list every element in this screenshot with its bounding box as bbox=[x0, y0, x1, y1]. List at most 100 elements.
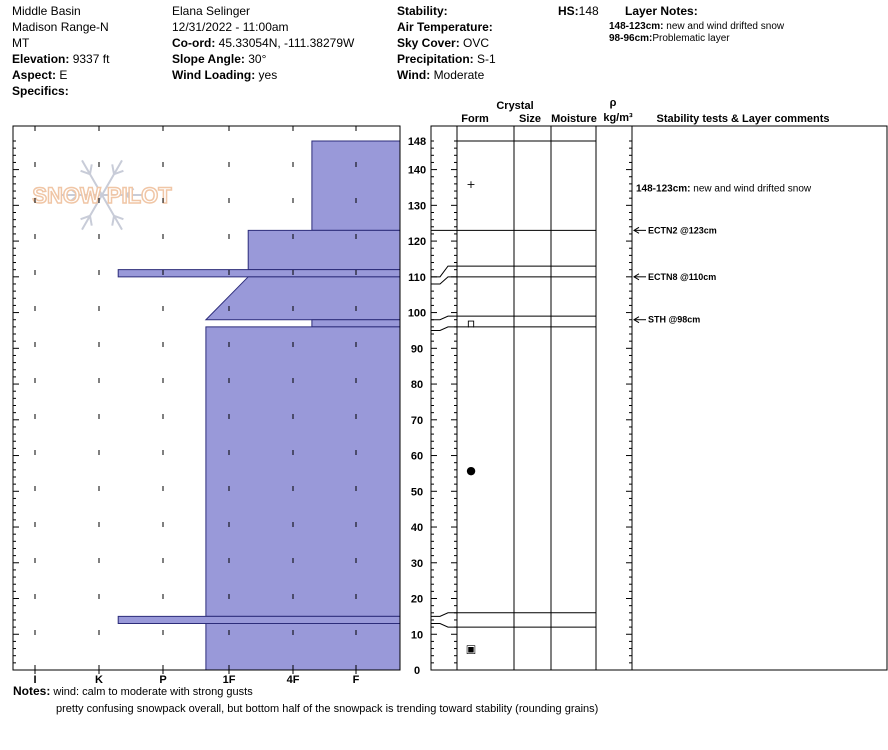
hs-label: HS: bbox=[558, 4, 579, 18]
layer-connector bbox=[431, 623, 457, 628]
elevation-label: Elevation: bbox=[12, 52, 70, 66]
height-label: 130 bbox=[408, 200, 426, 212]
hardness-layer bbox=[117, 615, 401, 625]
stability-tests: ECTN2 @123cm ECTN8 @110cm STH @98cm 148-123… bbox=[633, 183, 812, 325]
height-label: 140 bbox=[408, 165, 426, 177]
layer-connector bbox=[431, 276, 457, 285]
grain-symbol: ⊓ bbox=[467, 317, 476, 330]
layer-notes-label: Layer Notes: bbox=[625, 4, 698, 18]
layer-connector bbox=[431, 326, 457, 331]
test-arrow-head bbox=[633, 273, 640, 281]
hardness-layer bbox=[247, 229, 401, 271]
form-header: Form bbox=[461, 113, 489, 125]
hs-block: HS:148 bbox=[558, 3, 599, 19]
sky-value: OVC bbox=[463, 36, 490, 50]
wind-label: Wind: bbox=[397, 68, 431, 82]
layer-note-range: 148-123cm: bbox=[609, 21, 664, 32]
height-label: 120 bbox=[408, 236, 426, 248]
slope-value: 30° bbox=[248, 52, 267, 66]
height-label: 110 bbox=[408, 272, 426, 284]
test-arrow-head bbox=[633, 226, 640, 234]
layer-notes-header: Layer Notes: bbox=[625, 3, 698, 19]
stability-label: Stability: bbox=[397, 4, 448, 18]
snowpilot-logo: SNOW PILOT bbox=[32, 159, 173, 231]
crystal-header: Crystal bbox=[496, 100, 533, 112]
snowflake-icon bbox=[62, 159, 142, 231]
observation-datetime: 12/31/2022 - 11:00am bbox=[172, 20, 289, 34]
stability-test-label: STH @98cm bbox=[648, 315, 700, 325]
hardness-layer bbox=[311, 140, 401, 231]
hardness-label: 1F bbox=[223, 674, 236, 684]
height-label: 80 bbox=[411, 379, 423, 391]
comments-header: Stability tests & Layer comments bbox=[656, 113, 829, 125]
rho-header: ρ bbox=[610, 97, 617, 109]
height-label: 40 bbox=[411, 522, 423, 534]
precip-value: S-1 bbox=[477, 52, 496, 66]
air-temp-label: Air Temperature: bbox=[397, 20, 493, 34]
layer-connector bbox=[431, 265, 457, 278]
hs-value: 148 bbox=[578, 4, 599, 18]
density-header: kg/m³ bbox=[603, 112, 633, 124]
specifics-label: Specifics: bbox=[12, 84, 69, 98]
notes-label: Notes: bbox=[13, 684, 51, 698]
columns-frame bbox=[430, 125, 888, 671]
logo-text: SNOW PILOT bbox=[32, 183, 172, 208]
hardness-label: F bbox=[353, 674, 360, 684]
hardness-label: P bbox=[159, 674, 166, 684]
moisture-header: Moisture bbox=[551, 113, 597, 125]
size-header: Size bbox=[519, 113, 541, 125]
grain-symbol: + bbox=[466, 178, 475, 191]
coord-value: 45.33054N, -111.38279W bbox=[218, 36, 355, 50]
hardness-layer bbox=[205, 326, 401, 617]
layer-connector bbox=[431, 612, 457, 617]
elevation-value: 9337 ft bbox=[72, 52, 110, 66]
wind-loading-label: Wind Loading: bbox=[172, 68, 256, 82]
stability-test-label: ECTN2 @123cm bbox=[648, 225, 717, 235]
observer-name: Elana Selinger bbox=[172, 4, 251, 18]
hardness-profile bbox=[117, 140, 401, 671]
conditions-block: Stability: Air Temperature: Sky Cover: O… bbox=[397, 3, 496, 83]
height-label: 20 bbox=[411, 594, 423, 606]
test-arrow-head bbox=[633, 316, 640, 324]
range-name: Madison Range-N bbox=[12, 20, 109, 34]
height-axis: 10 20 30 40 50 60 70 80 90 100 110 120 130 140 148 0 bbox=[13, 126, 632, 677]
height-label: 60 bbox=[411, 451, 423, 463]
observation-block: Elana Selinger 12/31/2022 - 11:00am Co-o… bbox=[172, 3, 354, 83]
hardness-label: 4F bbox=[287, 674, 300, 684]
notes-line-2: pretty confusing snowpack overall, but b… bbox=[56, 703, 599, 715]
hardness-layer bbox=[204, 276, 401, 321]
slope-label: Slope Angle: bbox=[172, 52, 245, 66]
notes-line-1: wind: calm to moderate with strong gusts bbox=[53, 686, 253, 698]
precip-label: Precipitation: bbox=[397, 52, 474, 66]
layer-notes-list: 148-123cm: new and wind drifted snow 98-… bbox=[609, 21, 784, 45]
height-label: 50 bbox=[411, 486, 423, 498]
hardness-label: I bbox=[33, 674, 36, 684]
wind-value: Moderate bbox=[433, 68, 485, 82]
height-label: 10 bbox=[411, 629, 423, 641]
hardness-label: K bbox=[95, 674, 103, 684]
layer-note-text: Problematic layer bbox=[652, 33, 730, 44]
layer-comment: 148-123cm: new and wind drifted snow bbox=[636, 183, 812, 194]
grain-symbol: ● bbox=[466, 464, 476, 477]
coord-label: Co-ord: bbox=[172, 36, 216, 50]
sky-label: Sky Cover: bbox=[397, 36, 460, 50]
height-label: 100 bbox=[408, 308, 426, 320]
hardness-axis: I K P 1F 4F F bbox=[33, 126, 360, 684]
height-label: 30 bbox=[411, 558, 423, 570]
layer-comment-text: new and wind drifted snow bbox=[693, 183, 812, 194]
state-name: MT bbox=[12, 36, 30, 50]
stability-test-label: ECTN8 @110cm bbox=[648, 272, 716, 282]
wind-loading-value: yes bbox=[258, 68, 278, 82]
grain-symbols: + ⊓ ● ▣ bbox=[466, 178, 476, 656]
height-label: 0 bbox=[414, 665, 420, 677]
hardness-layer bbox=[117, 269, 401, 278]
snow-profile-chart: SNOW PILOT I K P 1F 4F F 10203040506070809010… bbox=[12, 97, 888, 684]
hardness-layer bbox=[205, 623, 401, 671]
layer-note-range: 98-96cm: bbox=[609, 33, 653, 44]
hardness-layer bbox=[311, 319, 401, 328]
aspect-value: E bbox=[59, 68, 68, 82]
layer-connector bbox=[431, 315, 457, 321]
location-name: Middle Basin bbox=[12, 4, 81, 18]
layer-note-text: new and wind drifted snow bbox=[666, 21, 785, 32]
height-label: 148 bbox=[408, 136, 426, 148]
